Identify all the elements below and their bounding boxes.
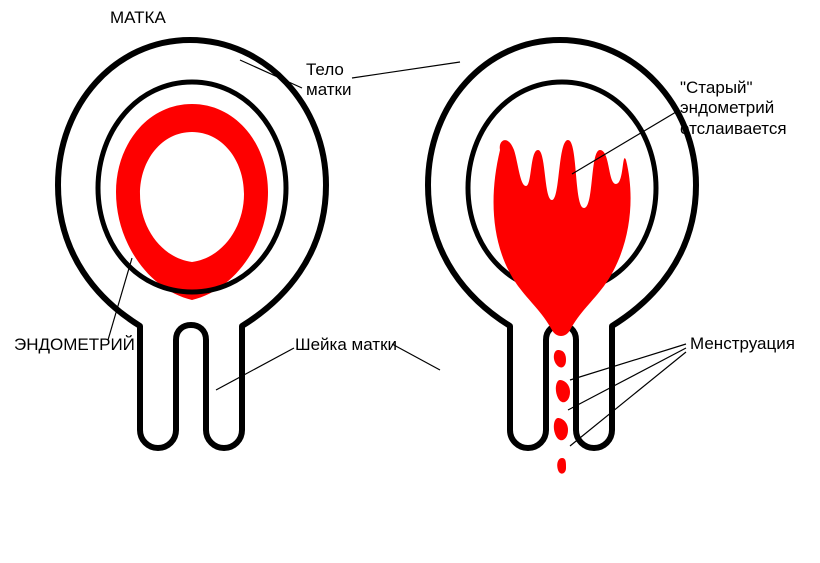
label-endometrium: ЭНДОМЕТРИЙ: [14, 335, 135, 355]
label-body: Тело матки: [306, 60, 352, 101]
label-old-endo: "Старый" эндометрий отслаивается: [680, 78, 787, 139]
label-title: МАТКА: [110, 8, 166, 28]
label-menstruation: Менструация: [690, 334, 795, 354]
label-cervix: Шейка матки: [295, 335, 397, 355]
